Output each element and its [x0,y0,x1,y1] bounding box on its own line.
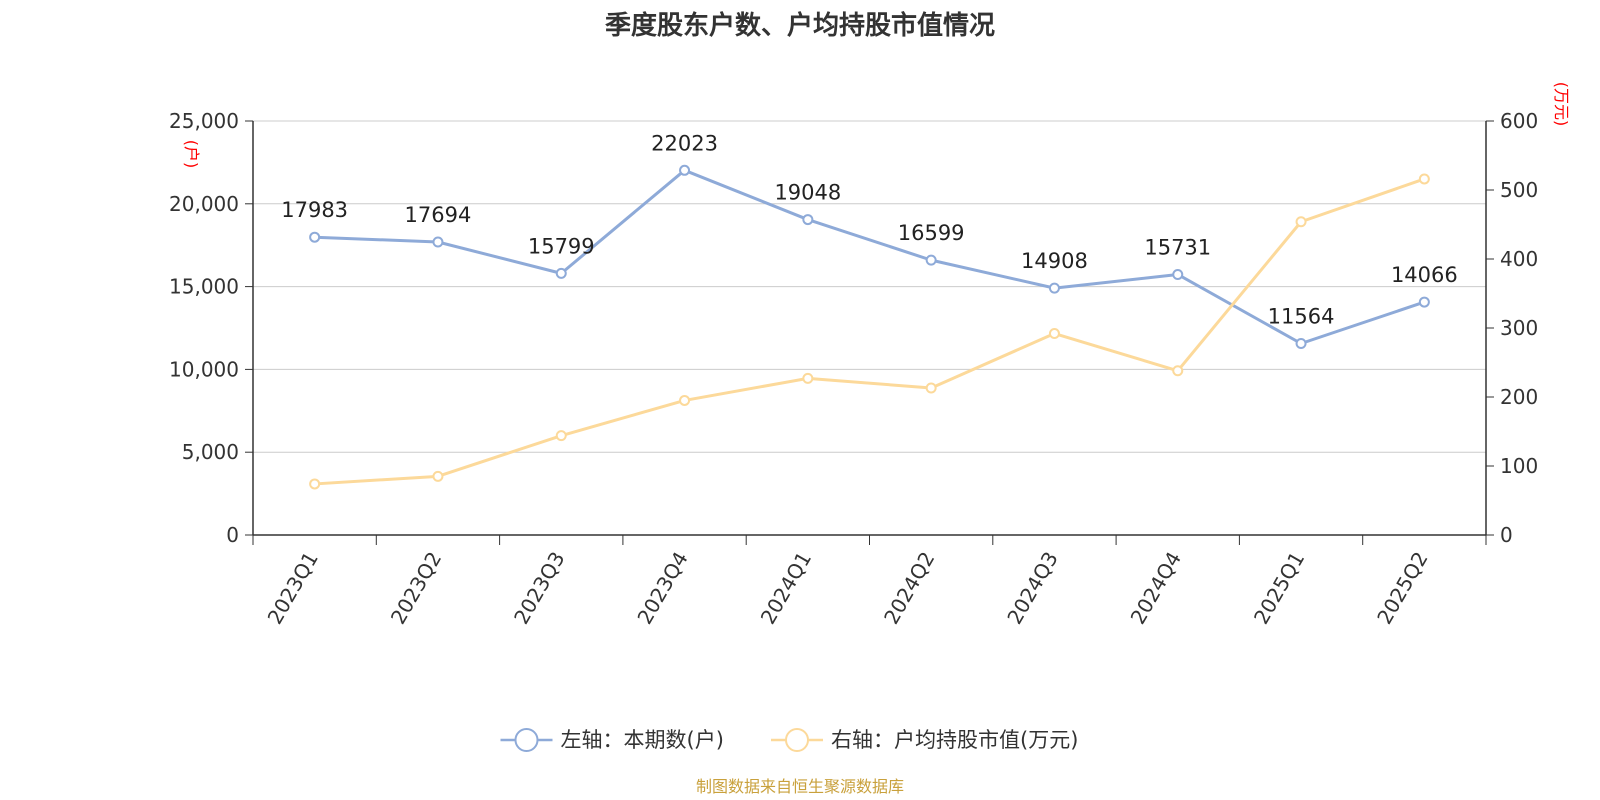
right-tick-label: 100 [1500,454,1538,478]
right-tick-label: 200 [1500,385,1538,409]
x-tick-label: 2024Q3 [1002,548,1062,629]
series-2-point[interactable] [1295,216,1307,228]
x-tick-label: 2023Q1 [263,548,323,629]
series-2-point[interactable] [1048,328,1060,340]
data-label: 11564 [1268,305,1335,329]
series-1-point[interactable] [679,164,691,176]
series-1-point[interactable] [1418,296,1430,308]
left-tick-label: 20,000 [169,192,239,216]
series-2-point[interactable] [432,470,444,482]
x-tick-label: 2024Q1 [756,548,816,629]
series-1-point[interactable] [555,267,567,279]
right-tick-label: 0 [1500,523,1513,547]
series-2-point[interactable] [679,394,691,406]
series-2-point[interactable] [925,382,937,394]
x-tick-label: 2023Q3 [509,548,569,629]
left-tick-label: 15,000 [169,275,239,299]
left-tick-label: 10,000 [169,357,239,381]
x-tick-label: 2025Q2 [1372,548,1432,629]
data-label: 14066 [1391,263,1458,287]
x-tick-label: 2025Q1 [1249,548,1309,629]
left-tick-label: 0 [226,523,239,547]
series-1-point[interactable] [925,254,937,266]
left-tick-label: 5,000 [182,440,239,464]
series-2-point[interactable] [309,478,321,490]
series [309,164,1430,490]
data-label: 19048 [774,181,841,205]
legend-swatch-marker [514,728,539,752]
data-label: 16599 [898,221,965,245]
grid [253,120,1486,453]
data-label: 15731 [1144,235,1211,259]
right-axis-unit: (万元) [1552,82,1571,127]
data-label: 17694 [405,203,472,227]
right-tick-label: 300 [1500,316,1538,340]
legend-item-1[interactable]: 左轴：本期数(户) [500,728,724,752]
axes: 0 5,000 10,000 15,000 20,000 25,000 0 100 200 300… [169,109,1538,628]
chart-title: 季度股东户数、户均持股市值情况 [605,10,995,41]
series-line-1 [314,168,1425,346]
x-tick-label: 2023Q4 [632,548,692,629]
series-1-point[interactable] [432,236,444,248]
data-label: 22023 [651,131,718,155]
series-1-point[interactable] [802,214,814,226]
series-2-point[interactable] [1418,173,1430,185]
legend-label: 右轴：户均持股市值(万元) [831,728,1078,752]
series-1-point[interactable] [309,231,321,243]
series-2-point[interactable] [802,372,814,384]
series-1-point[interactable] [1048,282,1060,294]
data-label: 14908 [1021,249,1088,273]
legend-item-2[interactable]: 右轴：户均持股市值(万元) [771,728,1078,752]
legend-label: 左轴：本期数(户) [561,728,724,752]
right-tick-label: 600 [1500,109,1538,133]
source-note: 制图数据来自恒生聚源数据库 [696,777,904,796]
data-label: 15799 [528,234,595,258]
data-label: 17983 [281,198,348,222]
series-2-point[interactable] [1172,365,1184,377]
series-1-point[interactable] [1172,268,1184,280]
legend-swatch-marker [785,728,809,752]
right-tick-label: 500 [1500,178,1538,202]
right-tick-label: 400 [1500,247,1538,271]
series-line-2 [314,177,1425,486]
x-tick-label: 2024Q2 [879,548,939,629]
x-tick-label: 2023Q2 [386,548,446,629]
data-labels: 17983 17694 15799 22023 19048 16599 14908 15731… [281,131,1458,328]
left-axis-unit: (户) [182,140,201,169]
series-2-point[interactable] [555,430,567,442]
series-1-point[interactable] [1295,338,1307,350]
legend[interactable]: 左轴：本期数(户) 右轴：户均持股市值(万元) [500,728,1079,752]
x-tick-label: 2024Q4 [1126,548,1186,629]
left-tick-label: 25,000 [169,109,239,133]
